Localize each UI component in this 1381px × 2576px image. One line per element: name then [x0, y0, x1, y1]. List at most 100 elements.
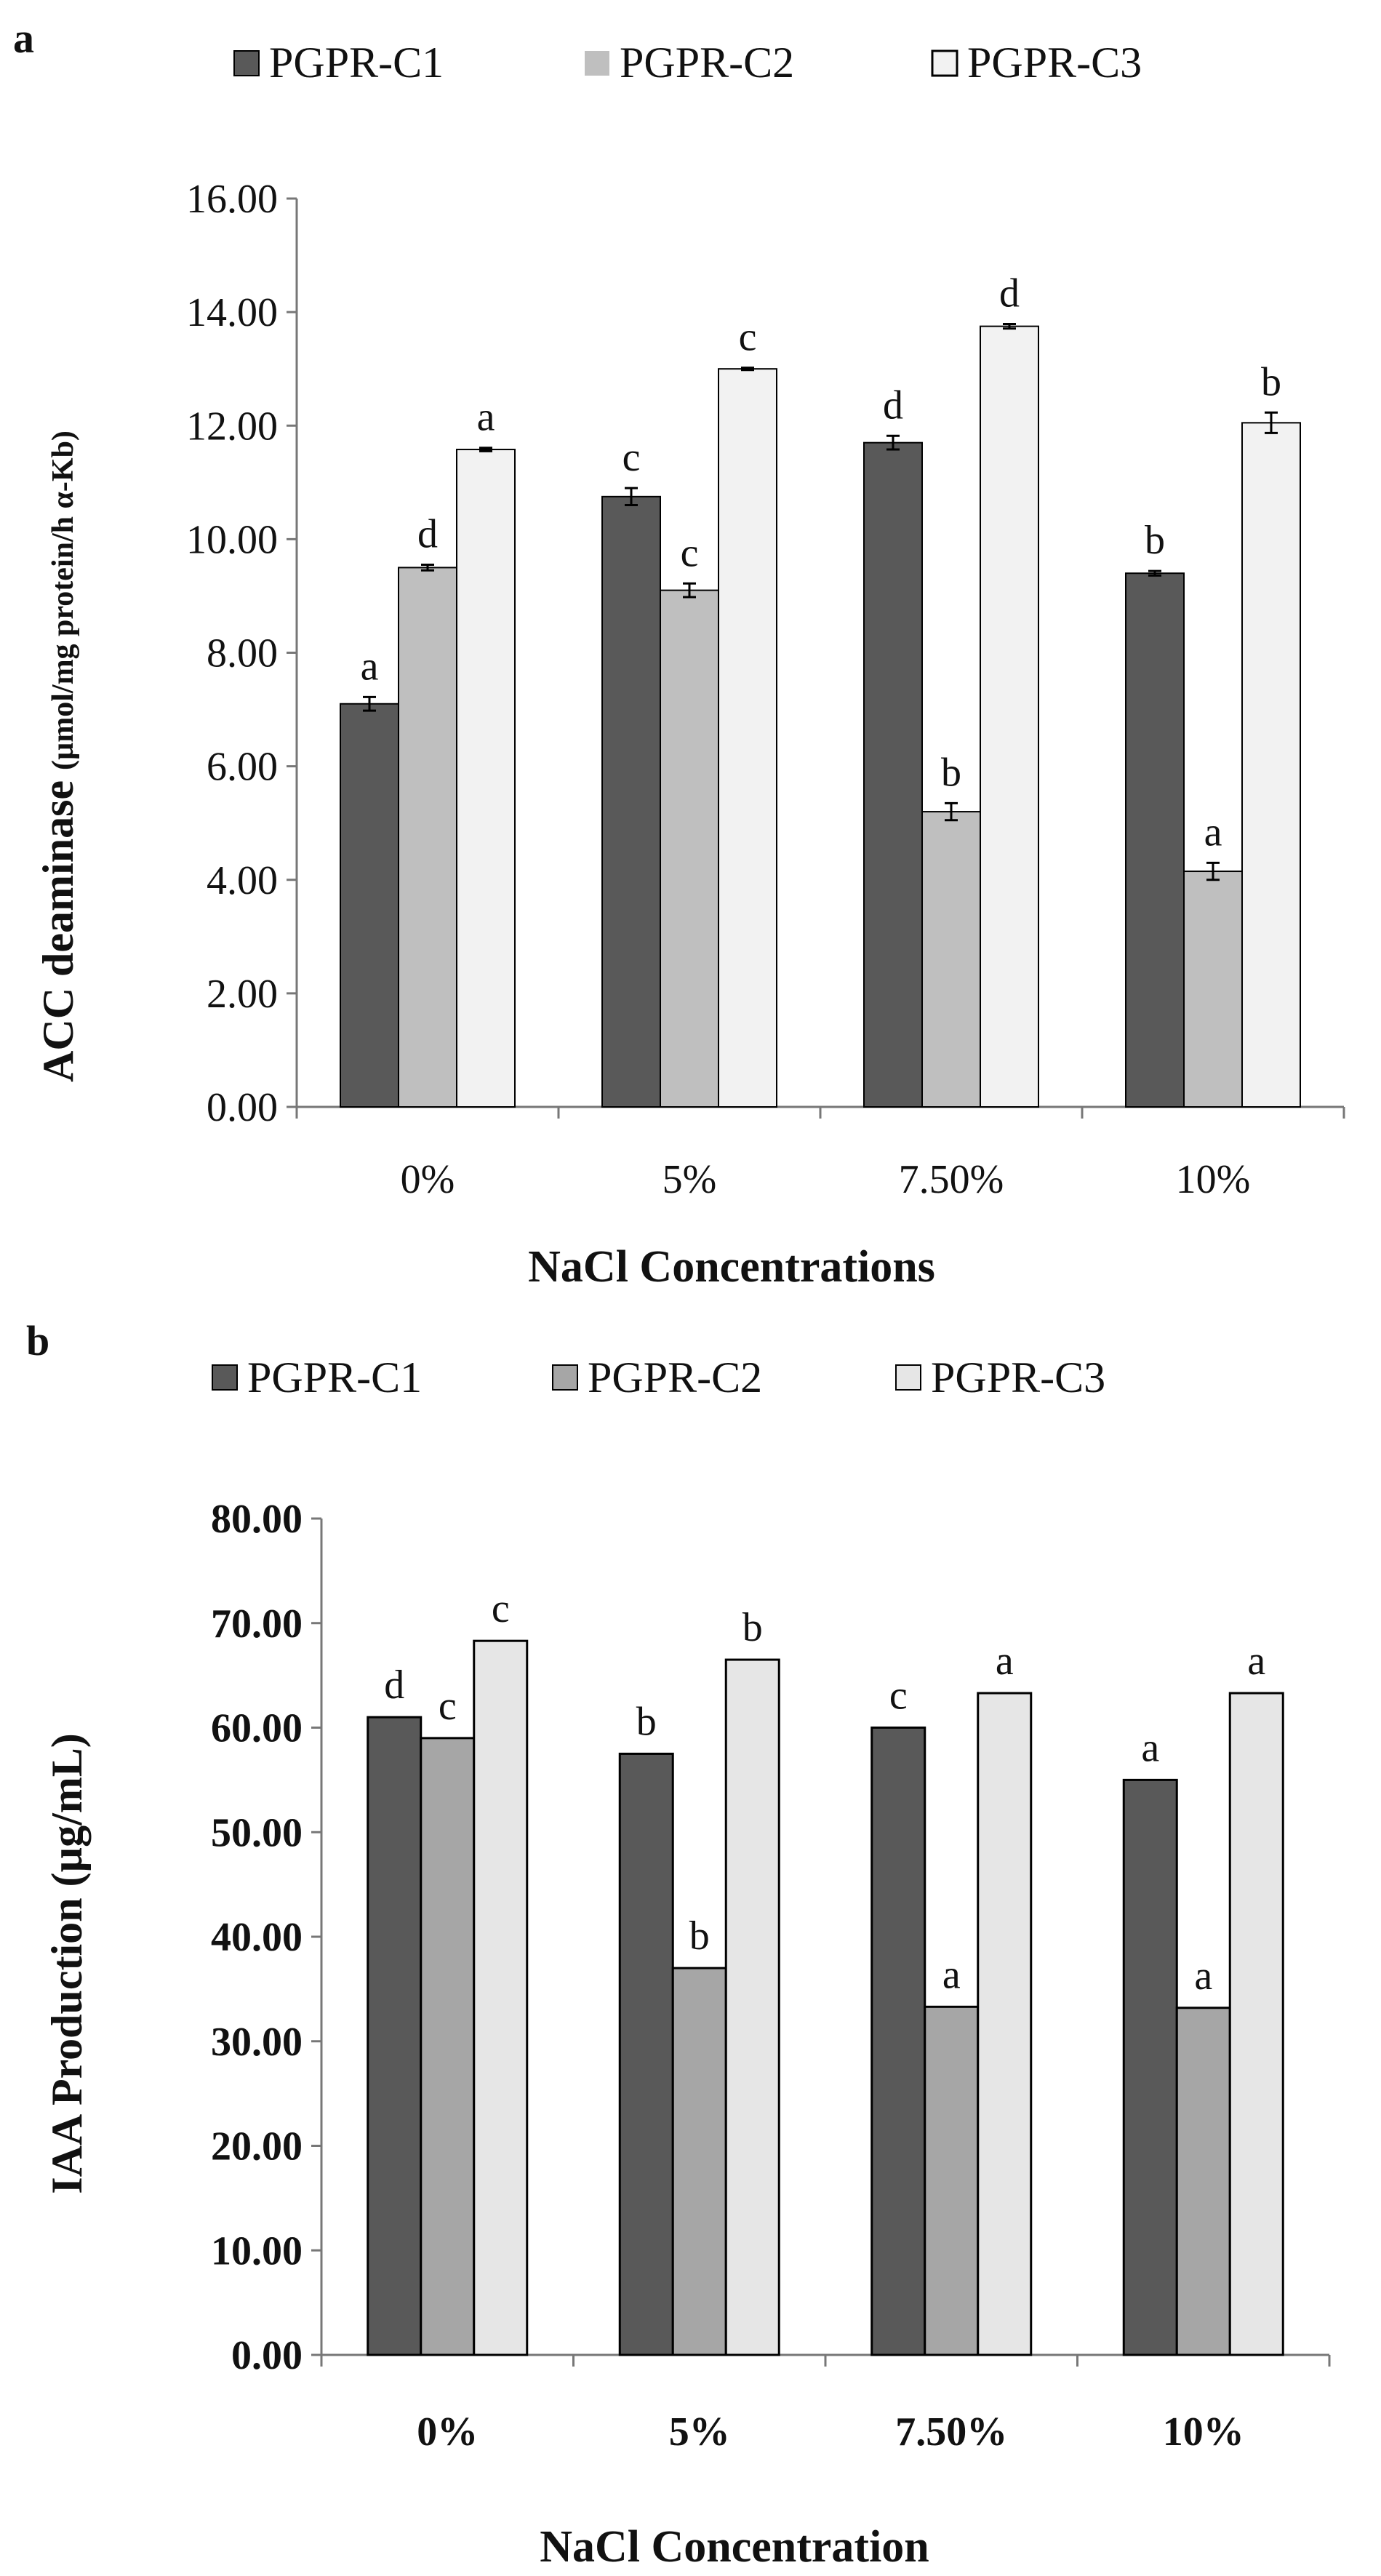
significance-letter: c: [739, 315, 757, 360]
y-tick-label: 2.00: [207, 972, 278, 1017]
bar-b-pgpr-c1-1: [618, 1752, 674, 2356]
legend-a-swatch-c3: [931, 49, 958, 77]
x-category-label: 5%: [663, 1157, 717, 1202]
legend-a-swatch-c2: [585, 51, 609, 76]
error-bar: [1265, 411, 1278, 434]
error-bar: [683, 582, 696, 599]
significance-letter: a: [1247, 1639, 1265, 1684]
bar-b-pgpr-c2-2: [924, 2005, 980, 2356]
y-axis-title-b: IAA Production (µg/mL): [43, 1733, 91, 2194]
bar-b-pgpr-c3-1: [724, 1658, 780, 2356]
y-tick-label: 12.00: [186, 404, 278, 449]
significance-letter: c: [889, 1673, 908, 1719]
y-axis-a: 0.00 2.00 4.00 6.00 8.00 10.00 12.00 14.00 16.00: [186, 177, 298, 1130]
error-bar: [1206, 861, 1220, 881]
bar-b-pgpr-c2-0: [420, 1737, 476, 2356]
significance-letter: c: [623, 435, 641, 480]
bar-b-pgpr-c3-3: [1228, 1692, 1284, 2356]
x-category-label: 10%: [1163, 2409, 1244, 2455]
panel-a: a PGPR-C1 PGPR-C2 PGPR-C3 0.00 2.00 4.00 6.…: [13, 15, 1345, 1292]
error-bar: [625, 487, 638, 507]
legend-b: PGPR-C1 PGPR-C2 PGPR-C3: [212, 1353, 1105, 1401]
y-axis-b: 0.00 10.00 20.00 30.00 40.00 50.00 60.00 70.00 8…: [211, 1497, 323, 2378]
y-tick-label: 20.00: [211, 2124, 303, 2169]
bar-b-pgpr-c3-0: [473, 1639, 529, 2356]
significance-letter: c: [681, 530, 699, 575]
bar-a-pgpr-c3-3: [1241, 422, 1301, 1108]
legend-b-swatch-c2: [552, 1364, 578, 1391]
bar-b-pgpr-c3-2: [977, 1692, 1033, 2356]
bar-a-pgpr-c3-1: [718, 368, 777, 1108]
significance-letter: c: [492, 1586, 510, 1631]
significance-letter: b: [689, 1913, 710, 1959]
legend-b-label-c1: PGPR-C1: [247, 1353, 422, 1401]
legend-a-label-c2: PGPR-C2: [620, 39, 794, 87]
significance-letter: d: [883, 383, 903, 428]
significance-letter: a: [1141, 1725, 1159, 1770]
y-tick-label: 0.00: [231, 2333, 303, 2378]
error-bar: [1003, 323, 1016, 330]
y-tick-label: 70.00: [211, 1601, 303, 1647]
significance-letter: d: [384, 1663, 404, 1708]
x-category-label: 7.50%: [899, 1157, 1004, 1202]
bar-b-pgpr-c1-0: [367, 1716, 423, 2356]
y-tick-label: 80.00: [211, 1497, 303, 1542]
significance-letter: b: [1145, 518, 1165, 563]
panel-letter-a: a: [13, 15, 34, 62]
bar-a-pgpr-c3-2: [980, 325, 1039, 1108]
y-axis-label-a: ACC deaminase (µmol/mg protein/h α-Kb): [34, 431, 82, 1082]
error-bar: [421, 564, 434, 572]
legend-b-label-c3: PGPR-C3: [931, 1353, 1105, 1401]
bar-a-pgpr-c2-0: [398, 567, 457, 1108]
x-axis-b: 0% 5% 7.50% 10%: [320, 2353, 1331, 2455]
x-axis-title-b: NaCl Concentration: [540, 2522, 929, 2572]
error-bar: [741, 367, 754, 372]
bar-a-pgpr-c3-0: [456, 449, 516, 1108]
bar-b-pgpr-c2-1: [671, 1967, 727, 2356]
legend-b-label-c2: PGPR-C2: [588, 1353, 762, 1401]
y-axis-title-a: ACC deaminase (µmol/mg protein/h α-Kb): [34, 431, 82, 1082]
legend-a: PGPR-C1 PGPR-C2 PGPR-C3: [233, 39, 1142, 87]
y-tick-label: 16.00: [186, 177, 278, 222]
bar-a-pgpr-c2-3: [1183, 871, 1243, 1108]
significance-letter: a: [361, 644, 379, 689]
bar-a-pgpr-c2-2: [921, 811, 981, 1108]
bar-a-pgpr-c1-0: [340, 703, 399, 1108]
legend-b-swatch-c3: [895, 1364, 921, 1391]
legend-a-label-c3: PGPR-C3: [967, 39, 1142, 87]
x-axis-a: 0% 5% 7.50% 10%: [295, 1105, 1345, 1202]
y-axis-title-a-units: (µmol/mg protein/h α-Kb): [47, 431, 80, 770]
significance-letter: a: [942, 1952, 961, 1997]
y-tick-label: 10.00: [211, 2228, 303, 2273]
error-bar: [363, 695, 376, 712]
significance-letter: a: [996, 1639, 1014, 1684]
significance-letter: d: [999, 271, 1020, 316]
x-category-label: 0%: [417, 2409, 478, 2455]
error-bar: [886, 434, 900, 451]
significance-letter: b: [941, 750, 961, 795]
y-tick-label: 40.00: [211, 1915, 303, 1960]
y-tick-label: 8.00: [207, 631, 278, 676]
bar-a-pgpr-c2-1: [660, 589, 719, 1108]
bar-b-pgpr-c2-3: [1175, 2007, 1231, 2356]
significance-letter: a: [1194, 1953, 1212, 1999]
bars-a: a d a c c c d b d b a b: [340, 271, 1301, 1108]
x-category-label: 7.50%: [895, 2409, 1007, 2455]
significance-letter: b: [1261, 359, 1281, 404]
y-tick-label: 0.00: [207, 1085, 278, 1130]
legend-b-swatch-c1: [212, 1364, 238, 1391]
error-bar: [479, 447, 492, 452]
x-category-label: 0%: [401, 1157, 455, 1202]
y-axis-title-a-main: ACC deaminase: [34, 780, 82, 1082]
y-tick-label: 50.00: [211, 1810, 303, 1855]
significance-letter: c: [439, 1684, 457, 1729]
bar-b-pgpr-c1-2: [870, 1727, 926, 2356]
significance-letter: d: [417, 512, 438, 557]
bar-b-pgpr-c1-3: [1122, 1778, 1178, 2356]
y-tick-label: 6.00: [207, 745, 278, 790]
panel-b: b PGPR-C1 PGPR-C2 PGPR-C3 0.00 10.00 20.00…: [26, 1317, 1331, 2572]
y-tick-label: 4.00: [207, 858, 278, 903]
significance-letter: a: [477, 395, 495, 440]
